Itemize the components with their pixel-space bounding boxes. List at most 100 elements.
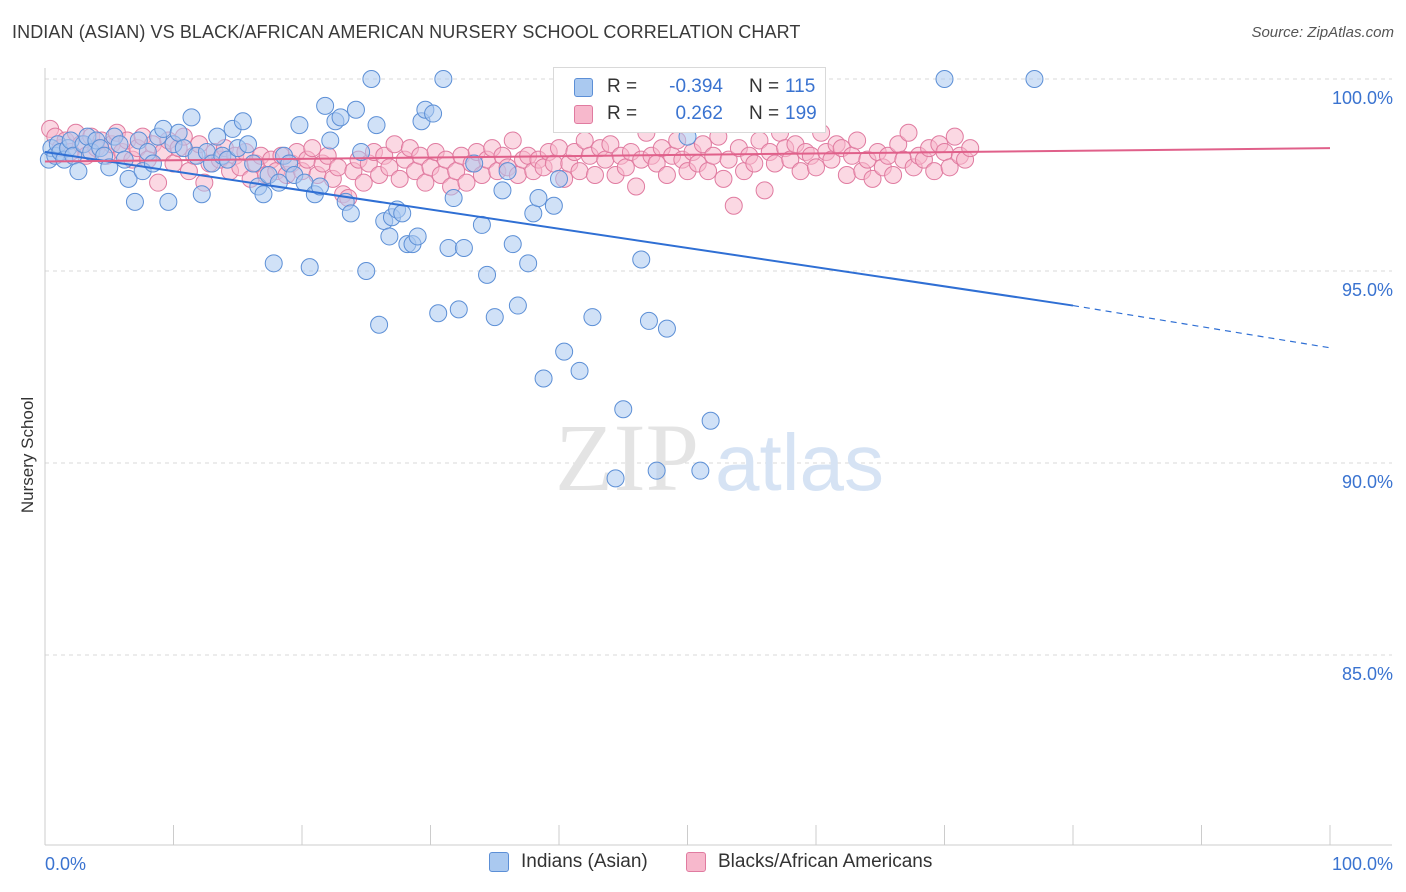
indians-point	[454, 238, 473, 257]
indians-point	[357, 262, 376, 280]
blacks-point	[616, 158, 635, 177]
legend-swatch-indians	[489, 852, 509, 872]
blacks-point	[657, 166, 676, 184]
indians-point	[367, 116, 386, 135]
blacks-point	[699, 162, 718, 181]
indians-point	[159, 192, 178, 211]
correlation-legend: R = -0.394 N = 115 R = 0.262 N = 199	[553, 67, 826, 133]
indians-point	[393, 204, 412, 223]
blacks-point	[837, 166, 856, 184]
indians-point	[429, 304, 448, 323]
indians-point	[444, 189, 463, 208]
blacks-point	[627, 177, 646, 196]
blacks-point	[925, 162, 944, 181]
watermark-atlas: atlas	[715, 418, 884, 507]
indians-point	[316, 96, 335, 115]
indians-point	[632, 250, 651, 269]
blacks-point	[842, 146, 861, 165]
indians-point	[524, 204, 543, 223]
indians-point	[362, 70, 381, 88]
indians-point	[544, 196, 563, 215]
indians-point	[408, 227, 427, 246]
legend-label-indians: Indians (Asian)	[521, 851, 648, 872]
blacks-point	[390, 169, 409, 188]
legend-r-label: R =	[607, 76, 638, 97]
indians-point	[439, 238, 458, 257]
indians-point	[657, 319, 676, 338]
indians-point	[300, 258, 319, 277]
series-legend: Indians (Asian) Blacks/African Americans	[0, 851, 1406, 877]
axes-layer	[44, 68, 1392, 846]
indians-point	[321, 131, 340, 150]
legend-r-label: R =	[607, 103, 638, 124]
legend-swatch-blacks	[686, 852, 706, 872]
blacks-point	[848, 131, 867, 150]
legend-item-blacks[interactable]: Blacks/African Americans	[686, 851, 932, 873]
y-tick-label: 85.0%	[1342, 664, 1393, 684]
legend-n-value-blacks: 199	[785, 103, 817, 124]
indians-point	[550, 169, 568, 188]
indians-point	[341, 204, 360, 223]
blacks-point	[704, 146, 723, 165]
indians-point	[424, 104, 443, 123]
indians-point	[555, 342, 574, 361]
indians-point	[264, 254, 283, 273]
blacks-point	[863, 169, 882, 188]
indians-point	[331, 108, 350, 127]
y-tick-label: 95.0%	[1342, 280, 1393, 300]
blacks-point	[457, 173, 476, 192]
watermark: ZIP atlas	[555, 404, 884, 511]
indians-point	[614, 400, 633, 419]
legend-row-blacks: R = 0.262 N = 199	[574, 102, 817, 126]
legend-n-value-indians: 115	[785, 76, 816, 97]
blacks-point	[503, 131, 522, 150]
indians-point	[69, 162, 88, 181]
trend-line-blacks	[44, 147, 1331, 163]
indians-point	[110, 135, 129, 154]
indians-point	[182, 108, 201, 127]
blacks-point	[791, 162, 810, 181]
y-tick-label: 90.0%	[1342, 472, 1393, 492]
indians-point	[370, 315, 389, 334]
indians-point	[125, 192, 144, 211]
blacks-point	[354, 173, 373, 192]
blacks-point	[693, 135, 712, 154]
blacks-point	[149, 173, 168, 192]
indians-point	[647, 461, 666, 480]
blacks-point	[807, 158, 825, 177]
legend-row-indians: R = -0.394 N = 115	[574, 75, 815, 99]
blacks-point	[385, 135, 404, 154]
trend-line-indians-extension	[1072, 304, 1331, 349]
indians-point	[1025, 70, 1044, 88]
chart-title: INDIAN (ASIAN) VS BLACK/AFRICAN AMERICAN…	[12, 22, 801, 42]
blacks-point	[596, 150, 615, 169]
blacks-point	[570, 162, 589, 181]
legend-n-label: N =	[749, 103, 780, 124]
indians-point	[290, 116, 309, 135]
indians-point	[380, 227, 399, 246]
legend-swatch-indians	[574, 77, 593, 97]
indians-point	[192, 185, 211, 204]
blacks-point	[899, 123, 918, 142]
legend-r-value-blacks: 0.262	[675, 103, 723, 124]
blacks-point	[945, 127, 964, 146]
blacks-point	[765, 154, 784, 173]
indians-point	[239, 135, 258, 154]
indians-point	[529, 189, 548, 208]
indians-point	[503, 235, 522, 254]
indians-point	[169, 123, 188, 142]
y-axis-label: Nursery School	[18, 396, 37, 514]
blacks-point	[575, 131, 594, 150]
blacks-point	[745, 154, 764, 173]
blacks-point	[961, 139, 980, 158]
indians-point	[691, 461, 710, 480]
y-tick-label: 100.0%	[1332, 88, 1393, 108]
indians-point	[465, 154, 484, 173]
legend-item-indians[interactable]: Indians (Asian)	[489, 851, 648, 873]
indians-point	[639, 311, 658, 330]
source-label: Source: ZipAtlas.com	[1251, 24, 1394, 41]
indians-point	[570, 361, 589, 380]
indians-point	[508, 296, 527, 315]
indians-point	[352, 142, 371, 161]
blacks-point	[544, 154, 563, 173]
